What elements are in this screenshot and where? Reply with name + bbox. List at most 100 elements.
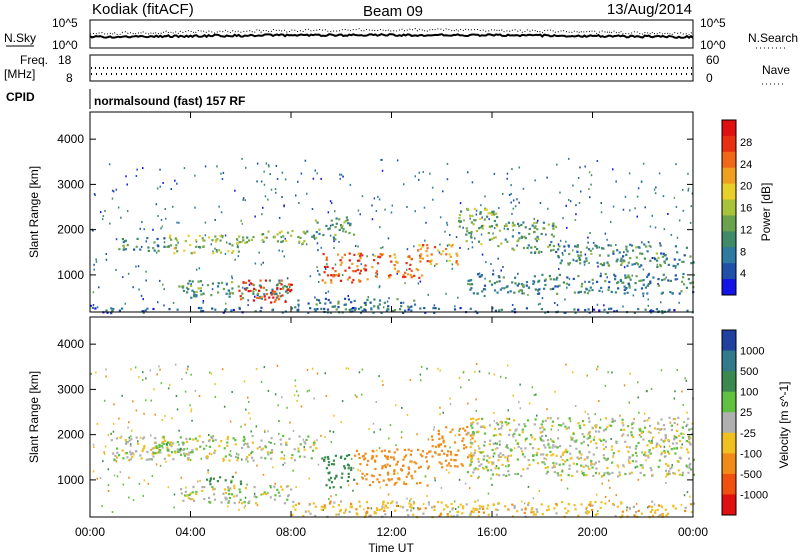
echo-cell [641, 464, 644, 467]
scatter-cell [671, 464, 673, 467]
echo-cell [382, 479, 385, 482]
echo-cell [228, 459, 231, 462]
echo-cell [466, 230, 469, 233]
echo-cell [536, 451, 539, 454]
echo-cell [394, 482, 397, 485]
echo-cell [346, 479, 349, 483]
scatter-cell [653, 503, 656, 506]
echo-cell [335, 513, 338, 516]
echo-cell [211, 307, 214, 310]
echo-cell [488, 212, 491, 215]
echo-cell [612, 452, 615, 455]
scatter-cell [235, 452, 238, 455]
scatter-cell [674, 390, 676, 393]
echo-cell [376, 262, 380, 265]
scatter-cell [535, 393, 537, 396]
echo-cell [375, 270, 378, 273]
echo-cell [283, 457, 286, 460]
echo-cell [366, 298, 369, 301]
echo-cell [268, 296, 271, 299]
echo-cell [642, 292, 645, 295]
echo-cell [197, 287, 200, 290]
scatter-cell [607, 479, 610, 482]
scatter-cell [406, 413, 409, 416]
echo-cell [624, 287, 627, 291]
echo-cell [641, 252, 644, 255]
echo-cell [482, 505, 485, 508]
echo-cell [256, 293, 259, 296]
echo-cell [369, 301, 372, 304]
scatter-cell [127, 426, 129, 429]
scatter-cell [95, 258, 97, 261]
echo-cell [226, 438, 229, 441]
echo-cell [595, 446, 598, 449]
echo-cell [482, 425, 485, 428]
scatter-cell [420, 365, 423, 368]
scatter-cell [126, 183, 128, 186]
nsearch-label: N.Search [748, 31, 798, 45]
echo-cell [643, 453, 646, 456]
echo-cell [454, 459, 457, 462]
scatter-cell [442, 190, 444, 193]
echo-cell [562, 451, 565, 454]
echo-cell [246, 456, 249, 459]
scatter-cell [360, 263, 362, 266]
scatter-cell [150, 399, 152, 402]
echo-cell [543, 287, 546, 290]
scatter-cell [381, 169, 384, 172]
echo-cell [472, 432, 476, 435]
scatter-cell [446, 259, 448, 262]
echo-cell [229, 487, 232, 490]
scatter-cell [138, 482, 141, 485]
scatter-cell [449, 510, 451, 513]
freq-tick-low: 8 [66, 71, 73, 85]
scatter-cell [458, 478, 461, 481]
echo-cell [346, 219, 349, 222]
nsky-label: N.Sky [4, 31, 36, 45]
echo-cell [371, 266, 374, 269]
echo-cell [575, 447, 578, 450]
echo-cell [280, 451, 283, 454]
echo-cell [174, 237, 177, 240]
echo-cell [327, 464, 330, 467]
scatter-cell [231, 391, 233, 393]
echo-cell [588, 289, 591, 292]
echo-cell [256, 447, 259, 450]
echo-cell [604, 502, 607, 505]
echo-cell [233, 495, 236, 498]
echo-cell [610, 424, 613, 427]
echo-cell [627, 274, 630, 277]
echo-cell [187, 458, 190, 461]
echo-cell [552, 440, 555, 443]
echo-cell [407, 473, 410, 476]
echo-cell [649, 280, 652, 283]
scatter-cell [363, 508, 365, 511]
echo-cell [320, 307, 323, 310]
echo-cell [588, 432, 591, 435]
scatter-cell [328, 498, 330, 500]
echo-cell [220, 281, 224, 284]
echo-cell [238, 235, 241, 238]
echo-cell [350, 307, 353, 311]
scatter-cell [278, 249, 280, 252]
echo-cell [365, 478, 368, 481]
scatter-cell [400, 436, 403, 439]
nsky-tick-low: 10^0 [52, 38, 78, 52]
scatter-cell [102, 215, 105, 218]
scatter-cell [372, 253, 374, 256]
echo-cell [610, 244, 613, 247]
echo-cell [412, 500, 415, 504]
scatter-cell [475, 362, 478, 365]
echo-cell [649, 452, 652, 455]
echo-cell [136, 237, 139, 240]
echo-cell [235, 494, 238, 497]
colorbar-tick-label: 12 [740, 224, 752, 236]
echo-cell [595, 426, 598, 429]
echo-cell [513, 419, 516, 422]
scatter-cell [96, 306, 99, 309]
echo-cell [404, 271, 407, 274]
echo-cell [470, 221, 473, 224]
echo-cell [528, 232, 531, 236]
scatter-cell [583, 263, 586, 266]
scatter-cell [270, 188, 273, 191]
